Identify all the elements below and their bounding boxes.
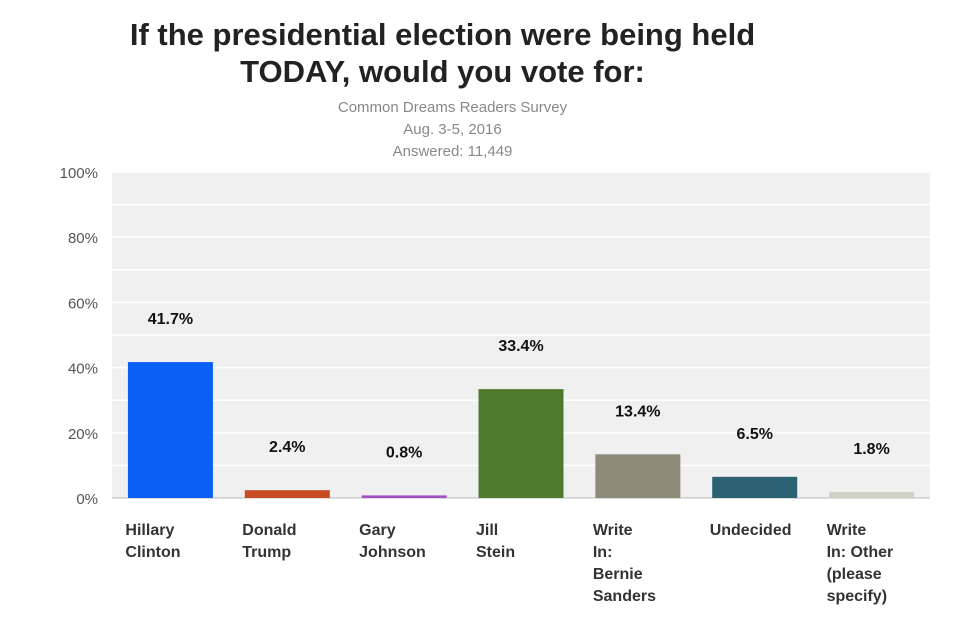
category-label: In:: [593, 544, 613, 561]
chart-subtitle-survey: Common Dreams Readers Survey: [337, 99, 568, 116]
category-label: Gary: [359, 522, 396, 539]
y-tick-label: 100%: [60, 165, 98, 182]
category-label: (please: [827, 566, 882, 583]
category-label: Sanders: [593, 588, 656, 605]
bar: [361, 495, 447, 498]
y-tick-label: 40%: [68, 361, 98, 378]
chart-subtitle-date: Aug. 3-5, 2016: [403, 121, 502, 138]
bar: [478, 389, 564, 498]
category-label: Jill: [476, 522, 498, 539]
data-label: 13.4%: [615, 403, 660, 420]
category-label: Trump: [242, 544, 291, 561]
data-label: 41.7%: [148, 311, 193, 328]
bar: [595, 454, 681, 498]
y-tick-label: 20%: [68, 426, 98, 443]
category-label: Donald: [242, 522, 296, 539]
category-label: specify): [827, 588, 887, 605]
data-label: 6.5%: [736, 426, 772, 443]
category-label: Clinton: [125, 544, 180, 561]
category-label: Johnson: [359, 544, 426, 561]
data-label: 33.4%: [498, 338, 543, 355]
data-label: 2.4%: [269, 439, 305, 456]
category-label: Write: [593, 522, 633, 539]
category-label: Hillary: [125, 522, 174, 539]
y-tick-label: 60%: [68, 295, 98, 312]
category-label: Undecided: [710, 522, 792, 539]
y-tick-label: 0%: [76, 491, 98, 508]
category-label: In: Other: [827, 544, 894, 561]
category-label: Bernie: [593, 566, 643, 583]
chart-subtitle-answered: Answered: 11,449: [392, 143, 513, 160]
bar: [712, 476, 798, 498]
data-label: 1.8%: [853, 441, 889, 458]
bar: [829, 492, 915, 498]
chart-title-line-2: TODAY, would you vote for:: [240, 54, 645, 89]
chart-title-line-1: If the presidential election were being …: [129, 17, 756, 52]
category-label: Write: [827, 522, 867, 539]
data-label: 0.8%: [386, 444, 422, 461]
bar: [244, 490, 330, 498]
bar: [127, 362, 213, 498]
category-label: Stein: [476, 544, 515, 561]
y-tick-label: 80%: [68, 230, 98, 247]
